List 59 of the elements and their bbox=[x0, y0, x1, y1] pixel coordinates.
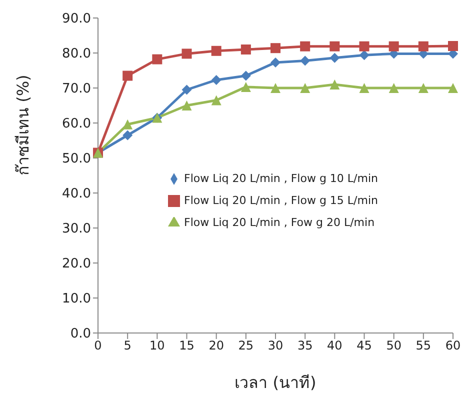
x-tick-label: 0 bbox=[94, 338, 102, 353]
x-tick-label: 50 bbox=[386, 338, 402, 353]
point bbox=[330, 80, 340, 90]
point bbox=[270, 43, 280, 54]
point bbox=[182, 100, 192, 110]
point bbox=[330, 52, 340, 63]
x-tick-label: 25 bbox=[238, 338, 254, 353]
point bbox=[270, 57, 280, 68]
y-tick-label: 80.0 bbox=[62, 46, 91, 62]
point bbox=[388, 83, 399, 93]
y-axis-title: ก๊าซมีเทน (%) bbox=[14, 74, 33, 176]
point bbox=[152, 54, 162, 64]
x-tick-label: 55 bbox=[416, 338, 432, 353]
y-tick-label: 10.0 bbox=[62, 292, 91, 307]
point bbox=[182, 84, 192, 95]
point bbox=[300, 41, 310, 52]
point bbox=[300, 83, 310, 93]
point bbox=[122, 119, 133, 130]
point bbox=[418, 41, 428, 52]
x-tick-label: 15 bbox=[179, 338, 194, 353]
x-tick-label: 45 bbox=[356, 338, 372, 353]
point bbox=[240, 44, 251, 54]
y-tick-label: 0.0 bbox=[70, 326, 91, 342]
point bbox=[359, 50, 370, 60]
point bbox=[359, 83, 370, 93]
point bbox=[388, 41, 399, 52]
point bbox=[211, 95, 222, 106]
point bbox=[240, 82, 251, 92]
point bbox=[270, 83, 280, 93]
x-tick-label: 20 bbox=[208, 338, 224, 353]
x-tick-label: 10 bbox=[150, 338, 165, 353]
y-tick-label: 30.0 bbox=[62, 222, 91, 237]
point bbox=[211, 74, 222, 85]
x-tick-label: 40 bbox=[327, 338, 342, 353]
y-tick-label: 40.0 bbox=[62, 186, 91, 202]
y-tick-label: 70.0 bbox=[62, 82, 91, 97]
point bbox=[122, 130, 133, 140]
y-tick-label: 20.0 bbox=[62, 256, 91, 272]
point bbox=[240, 70, 251, 81]
point bbox=[122, 70, 133, 81]
y-tick-label: 50.0 bbox=[62, 152, 91, 167]
point bbox=[448, 83, 458, 93]
point bbox=[300, 56, 310, 66]
x-axis-title: เวลา (นาที) bbox=[234, 373, 316, 392]
point bbox=[359, 41, 370, 52]
point bbox=[330, 41, 340, 52]
x-tick-label: 5 bbox=[124, 338, 132, 353]
x-tick-label: 60 bbox=[445, 338, 461, 353]
x-tick-label: 30 bbox=[268, 338, 284, 353]
point bbox=[418, 83, 428, 93]
x-tick-label: 35 bbox=[297, 338, 313, 353]
legend-label: Flow Liq 20 L/min , Flow g 10 L/min bbox=[184, 172, 378, 185]
point bbox=[211, 46, 222, 56]
legend-label: Flow Liq 20 L/min , Fow g 20 L/min bbox=[184, 216, 375, 229]
point bbox=[182, 48, 192, 59]
y-tick-label: 90.0 bbox=[62, 12, 91, 27]
point bbox=[448, 41, 458, 51]
legend-label: Flow Liq 20 L/min , Flow g 15 L/min bbox=[184, 194, 378, 207]
y-tick-label: 60.0 bbox=[62, 116, 91, 132]
